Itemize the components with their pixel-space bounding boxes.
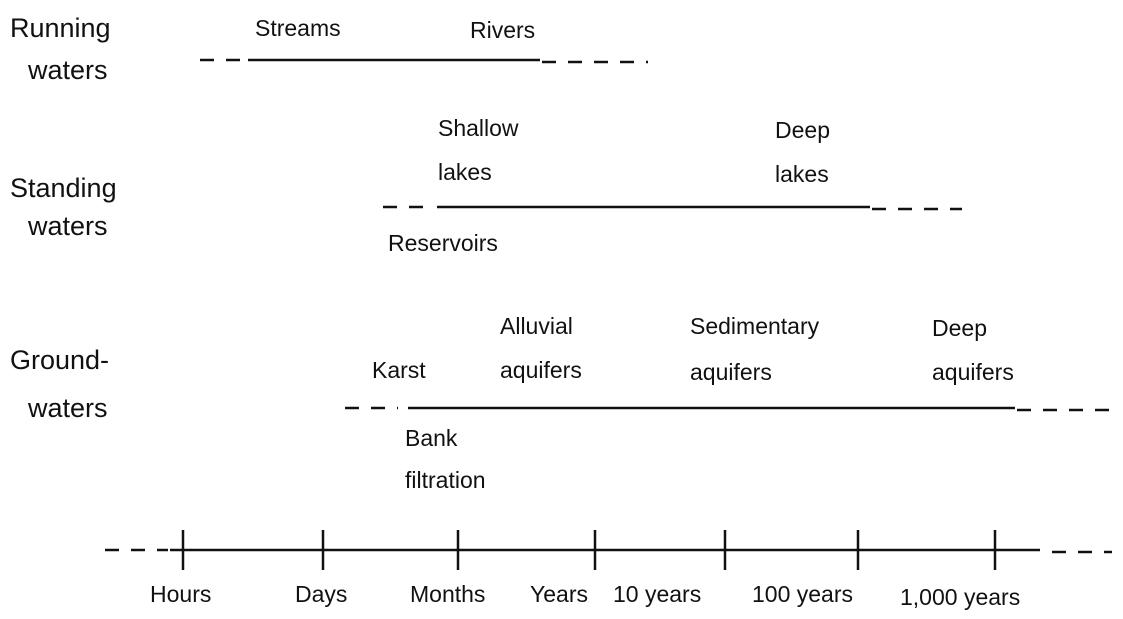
- row-label: waters: [27, 55, 108, 85]
- row-label: waters: [27, 211, 108, 241]
- item-label: Karst: [372, 357, 426, 383]
- item-label: aquifers: [500, 357, 582, 383]
- row-label: Ground-: [10, 345, 109, 375]
- item-label: Shallow: [438, 115, 519, 141]
- axis-tick-label: Days: [295, 581, 347, 607]
- axis-tick-label: 10 years: [613, 581, 701, 607]
- axis-tick-label: 100 years: [752, 581, 853, 607]
- axis-tick-label: Hours: [150, 581, 211, 607]
- item-label: aquifers: [690, 359, 772, 385]
- item-label: aquifers: [932, 359, 1014, 385]
- item-label: Bank: [405, 425, 458, 451]
- item-label: Reservoirs: [388, 230, 498, 256]
- row-label: Running: [10, 13, 111, 43]
- item-label: Streams: [255, 15, 341, 41]
- axis-tick-label: Years: [530, 581, 588, 607]
- row-label: waters: [27, 393, 108, 423]
- axis-tick-label: Months: [410, 581, 485, 607]
- item-label: Alluvial: [500, 313, 573, 339]
- item-label: lakes: [438, 159, 492, 185]
- item-label: Deep: [932, 315, 987, 341]
- item-label: filtration: [405, 467, 486, 493]
- item-label: Sedimentary: [690, 313, 820, 339]
- item-label: Rivers: [470, 17, 535, 43]
- axis-ticks: Hours Days Months Years 10 years 100 years 1,0…: [150, 530, 1020, 610]
- item-label: Deep: [775, 117, 830, 143]
- axis-tick-label: 1,000 years: [900, 584, 1020, 610]
- item-label: lakes: [775, 161, 829, 187]
- row-label: Standing: [10, 173, 117, 203]
